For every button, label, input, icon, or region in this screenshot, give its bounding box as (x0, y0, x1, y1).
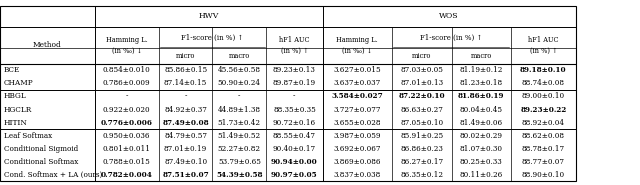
Text: 89.18±0.10: 89.18±0.10 (520, 66, 566, 74)
Text: 90.94±0.00: 90.94±0.00 (271, 158, 318, 166)
Text: 89.23±0.22: 89.23±0.22 (520, 105, 566, 114)
Text: 80.04±0.45: 80.04±0.45 (460, 105, 503, 114)
Text: 81.23±0.18: 81.23±0.18 (460, 79, 503, 87)
Text: WOS: WOS (440, 12, 459, 20)
Text: 3.637±0.037: 3.637±0.037 (333, 79, 381, 87)
Text: 88.90±0.10: 88.90±0.10 (522, 171, 565, 179)
Text: 87.05±0.10: 87.05±0.10 (400, 119, 444, 127)
Text: 81.19±0.12: 81.19±0.12 (460, 66, 503, 74)
Text: 87.49±0.08: 87.49±0.08 (163, 119, 209, 127)
Text: 0.776±0.006: 0.776±0.006 (100, 119, 153, 127)
Text: 85.86±0.15: 85.86±0.15 (164, 66, 207, 74)
Text: -: - (293, 92, 296, 100)
Text: 54.39±0.58: 54.39±0.58 (216, 171, 262, 179)
Text: 3.837±0.038: 3.837±0.038 (333, 171, 381, 179)
Text: 81.49±0.06: 81.49±0.06 (460, 119, 503, 127)
Text: 89.23±0.13: 89.23±0.13 (273, 66, 316, 74)
Text: 87.49±0.10: 87.49±0.10 (164, 158, 207, 166)
Text: F1-score (in %) ↑: F1-score (in %) ↑ (181, 33, 244, 41)
Text: macro: macro (470, 52, 492, 60)
Text: 3.584±0.027: 3.584±0.027 (332, 92, 383, 100)
Text: 80.02±0.29: 80.02±0.29 (460, 132, 503, 140)
Text: Conditional Sigmoid: Conditional Sigmoid (4, 145, 78, 153)
Text: 3.727±0.077: 3.727±0.077 (333, 105, 381, 114)
Text: 0.786±0.009: 0.786±0.009 (103, 79, 150, 87)
Text: 80.11±0.26: 80.11±0.26 (460, 171, 503, 179)
Text: 51.73±0.42: 51.73±0.42 (218, 119, 261, 127)
Text: 87.03±0.05: 87.03±0.05 (401, 66, 443, 74)
Text: -: - (125, 92, 128, 100)
Text: Conditional Softmax: Conditional Softmax (4, 158, 78, 166)
Text: 3.692±0.067: 3.692±0.067 (333, 145, 381, 153)
Text: 0.801±0.011: 0.801±0.011 (102, 145, 151, 153)
Text: Hamming L.
(in ‰⁠) ↓: Hamming L. (in ‰⁠) ↓ (106, 36, 148, 55)
Text: 50.90±0.24: 50.90±0.24 (218, 79, 261, 87)
Text: 89.87±0.19: 89.87±0.19 (273, 79, 316, 87)
Text: 0.854±0.010: 0.854±0.010 (103, 66, 150, 74)
Text: -: - (184, 92, 187, 100)
Text: -: - (238, 92, 241, 100)
Text: 88.35±0.35: 88.35±0.35 (273, 105, 316, 114)
Text: 3.869±0.086: 3.869±0.086 (333, 158, 381, 166)
Text: BCE: BCE (4, 66, 20, 74)
Text: 0.922±0.020: 0.922±0.020 (103, 105, 150, 114)
Text: 86.27±0.17: 86.27±0.17 (400, 158, 444, 166)
Text: HWV: HWV (198, 12, 219, 20)
Text: 88.62±0.08: 88.62±0.08 (522, 132, 565, 140)
Text: 90.97±0.05: 90.97±0.05 (271, 171, 317, 179)
Text: 87.01±0.13: 87.01±0.13 (400, 79, 444, 87)
Text: hF1 AUC
(in %) ↑: hF1 AUC (in %) ↑ (528, 36, 559, 55)
Text: 88.78±0.17: 88.78±0.17 (522, 145, 565, 153)
Text: 87.14±0.15: 87.14±0.15 (164, 79, 207, 87)
Text: 44.89±1.38: 44.89±1.38 (218, 105, 261, 114)
Text: 88.55±0.47: 88.55±0.47 (273, 132, 316, 140)
Text: 3.655±0.028: 3.655±0.028 (333, 119, 381, 127)
Text: hF1 AUC
(in %) ↑: hF1 AUC (in %) ↑ (279, 36, 310, 55)
Text: 88.74±0.08: 88.74±0.08 (522, 79, 565, 87)
Text: HBGL: HBGL (4, 92, 27, 100)
Text: 88.77±0.07: 88.77±0.07 (522, 158, 565, 166)
Text: Leaf Softmax: Leaf Softmax (4, 132, 52, 140)
Text: 84.92±0.37: 84.92±0.37 (164, 105, 207, 114)
Text: HITIN: HITIN (4, 119, 28, 127)
Text: F1-score (in %) ↑: F1-score (in %) ↑ (420, 33, 483, 41)
Text: 86.63±0.27: 86.63±0.27 (401, 105, 443, 114)
Text: 87.01±0.19: 87.01±0.19 (164, 145, 207, 153)
Text: 90.40±0.17: 90.40±0.17 (273, 145, 316, 153)
Text: 0.782±0.004: 0.782±0.004 (100, 171, 153, 179)
Text: 87.51±0.07: 87.51±0.07 (162, 171, 209, 179)
Text: 0.788±0.015: 0.788±0.015 (103, 158, 150, 166)
Text: 84.79±0.57: 84.79±0.57 (164, 132, 207, 140)
Text: micro: micro (176, 52, 195, 60)
Text: micro: micro (412, 52, 431, 60)
Text: HGCLR: HGCLR (4, 105, 32, 114)
Text: 0.950±0.036: 0.950±0.036 (103, 132, 150, 140)
Text: 88.92±0.04: 88.92±0.04 (522, 119, 565, 127)
Text: 3.627±0.015: 3.627±0.015 (333, 66, 381, 74)
Text: Hamming L.
(in ‰⁠) ↓: Hamming L. (in ‰⁠) ↓ (336, 36, 378, 55)
Text: Cond. Softmax + LA (ours): Cond. Softmax + LA (ours) (4, 171, 102, 179)
Text: 81.07±0.30: 81.07±0.30 (460, 145, 503, 153)
Text: 53.79±0.65: 53.79±0.65 (218, 158, 260, 166)
Text: 3.987±0.059: 3.987±0.059 (333, 132, 381, 140)
Text: CHAMP: CHAMP (4, 79, 33, 87)
Text: 86.35±0.12: 86.35±0.12 (400, 171, 444, 179)
Text: Method: Method (33, 41, 61, 49)
Text: 89.00±0.10: 89.00±0.10 (522, 92, 565, 100)
Text: 52.27±0.82: 52.27±0.82 (218, 145, 261, 153)
Text: macro: macro (228, 52, 250, 60)
Text: 86.86±0.23: 86.86±0.23 (401, 145, 443, 153)
Text: 90.72±0.16: 90.72±0.16 (273, 119, 316, 127)
Text: 87.22±0.10: 87.22±0.10 (399, 92, 445, 100)
Text: 51.49±0.52: 51.49±0.52 (218, 132, 261, 140)
Text: 85.91±0.25: 85.91±0.25 (400, 132, 444, 140)
Text: 81.86±0.19: 81.86±0.19 (458, 92, 504, 100)
Text: 80.25±0.33: 80.25±0.33 (460, 158, 502, 166)
Text: 45.56±0.58: 45.56±0.58 (218, 66, 261, 74)
